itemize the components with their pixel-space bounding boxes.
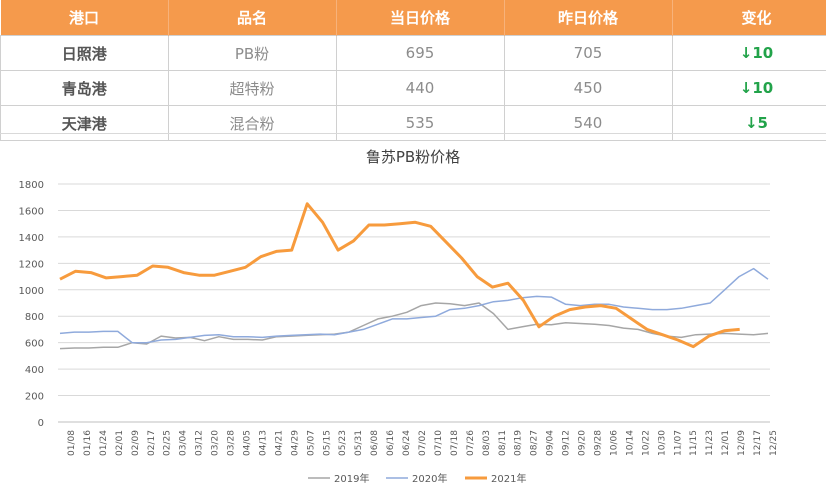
x-tick-label: 04/29 (290, 430, 300, 456)
x-tick-label: 07/02 (418, 430, 428, 456)
cell-today: 695 (336, 36, 504, 71)
x-tick-label: 08/03 (482, 430, 492, 456)
x-tick-label: 02/25 (163, 430, 173, 456)
x-tick-label: 02/01 (115, 430, 125, 456)
x-tick-label: 06/16 (386, 430, 396, 456)
x-tick-label: 03/28 (227, 430, 237, 456)
table-header-row: 港口 品名 当日价格 昨日价格 变化 (1, 0, 826, 36)
x-tick-label: 11/23 (705, 430, 715, 456)
x-tick-label: 08/11 (498, 430, 508, 456)
x-tick-label: 05/15 (322, 430, 332, 456)
cell-port: 日照港 (1, 36, 169, 71)
x-tick-label: 02/17 (147, 430, 157, 456)
x-tick-label: 09/12 (562, 430, 572, 456)
x-tick-label: 02/09 (131, 430, 141, 456)
x-tick-label: 08/19 (514, 430, 524, 456)
header-today: 当日价格 (336, 0, 504, 36)
legend-label: 2020年 (412, 472, 447, 485)
x-tick-label: 06/24 (402, 430, 412, 456)
x-tick-label: 04/05 (243, 430, 253, 456)
y-tick-label: 400 (25, 365, 44, 376)
y-tick-label: 1000 (19, 286, 44, 297)
x-tick-label: 12/17 (753, 430, 763, 456)
header-port: 港口 (1, 0, 169, 36)
x-tick-label: 09/04 (546, 430, 556, 456)
y-tick-label: 1200 (19, 259, 44, 270)
x-tick-label: 01/24 (99, 430, 109, 456)
x-tick-label: 05/31 (354, 430, 364, 456)
x-tick-label: 06/08 (370, 430, 380, 456)
series-line (60, 204, 740, 347)
y-tick-label: 0 (38, 418, 44, 429)
chart-svg: 鲁苏PB粉价格 0 200 400 600 800 1000 1200 1400 1600 1800… (0, 134, 826, 496)
chart-title: 鲁苏PB粉价格 (366, 148, 460, 166)
x-tick-label: 12/01 (721, 430, 731, 456)
x-tick-label: 07/10 (434, 430, 444, 456)
table-row: 日照港 PB粉 695 705 ↓10 (1, 36, 826, 71)
x-tick-label: 12/25 (769, 430, 779, 456)
x-tick-label: 07/26 (466, 430, 476, 456)
header-yesterday: 昨日价格 (504, 0, 672, 36)
x-tick-label: 10/06 (609, 430, 619, 456)
cell-product: PB粉 (168, 36, 336, 71)
x-tick-label: 03/04 (179, 430, 189, 456)
x-tick-label: 10/14 (625, 430, 635, 456)
x-tick-label: 10/22 (641, 430, 651, 456)
x-tick-label: 12/09 (737, 430, 747, 456)
x-tick-label: 01/16 (83, 430, 93, 456)
header-change: 变化 (672, 0, 826, 36)
y-tick-label: 800 (25, 312, 44, 323)
series-line (60, 269, 768, 343)
y-tick-label: 600 (25, 339, 44, 350)
table-row: 青岛港 超特粉 440 450 ↓10 (1, 71, 826, 106)
x-tick-label: 11/15 (689, 430, 699, 456)
x-tick-label: 11/07 (673, 430, 683, 456)
cell-yesterday: 450 (504, 71, 672, 106)
x-tick-label: 09/28 (594, 430, 604, 456)
cell-change: ↓10 (672, 36, 826, 71)
cell-product: 超特粉 (168, 71, 336, 106)
cell-port: 青岛港 (1, 71, 169, 106)
x-tick-label: 05/23 (338, 430, 348, 456)
cell-today: 440 (336, 71, 504, 106)
x-tick-label: 03/20 (211, 430, 221, 456)
x-tick-label: 01/08 (67, 430, 77, 456)
header-product: 品名 (168, 0, 336, 36)
price-table: 港口 品名 当日价格 昨日价格 变化 日照港 PB粉 695 705 ↓10 青… (0, 0, 826, 141)
cell-yesterday: 705 (504, 36, 672, 71)
y-tick-label: 200 (25, 392, 44, 403)
x-tick-label: 04/21 (274, 430, 284, 456)
legend-label: 2021年 (491, 472, 526, 485)
x-tick-label: 03/12 (195, 430, 205, 456)
cell-change: ↓10 (672, 71, 826, 106)
legend-label: 2019年 (334, 472, 369, 485)
x-tick-label: 05/07 (306, 430, 316, 456)
y-tick-label: 1800 (19, 180, 44, 191)
x-tick-label: 08/27 (530, 430, 540, 456)
x-tick-label: 10/30 (657, 430, 667, 456)
x-tick-label: 07/18 (450, 430, 460, 456)
price-chart: 鲁苏PB粉价格 0 200 400 600 800 1000 1200 1400 1600 1800… (0, 133, 826, 497)
x-tick-label: 04/13 (258, 430, 268, 456)
y-tick-label: 1600 (19, 206, 44, 217)
y-tick-label: 1400 (19, 233, 44, 244)
x-tick-label: 09/20 (578, 430, 588, 456)
